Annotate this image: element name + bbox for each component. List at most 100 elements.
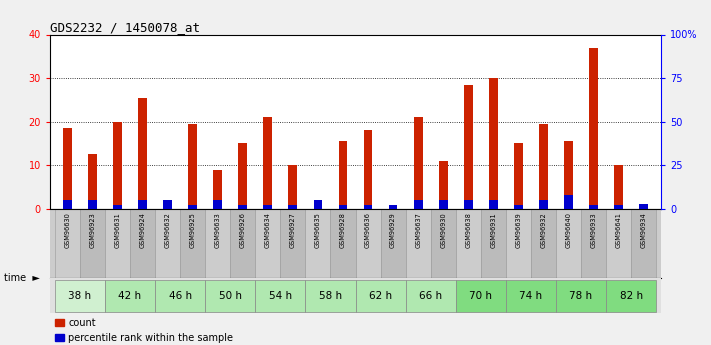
Bar: [113, 205, 122, 209]
Bar: [289, 165, 297, 209]
Bar: [439, 161, 448, 209]
Bar: [539, 200, 548, 209]
Bar: [163, 207, 172, 209]
Bar: [380, 209, 405, 278]
Bar: [306, 209, 331, 278]
Bar: [389, 207, 397, 209]
Text: GSM96926: GSM96926: [240, 212, 246, 248]
Bar: [163, 200, 172, 209]
Bar: [331, 209, 356, 278]
Bar: [356, 280, 405, 312]
Bar: [564, 195, 573, 209]
Text: GSM96923: GSM96923: [90, 212, 95, 248]
Text: GDS2232 / 1450078_at: GDS2232 / 1450078_at: [50, 21, 200, 34]
Bar: [431, 209, 456, 278]
Text: GSM96633: GSM96633: [215, 212, 220, 248]
Bar: [155, 209, 180, 278]
Bar: [263, 117, 272, 209]
Bar: [188, 124, 197, 209]
Bar: [481, 209, 506, 278]
Bar: [556, 280, 606, 312]
Bar: [88, 200, 97, 209]
Text: GSM96636: GSM96636: [365, 212, 371, 248]
Bar: [180, 209, 205, 278]
Bar: [356, 209, 380, 278]
Bar: [456, 280, 506, 312]
Bar: [280, 209, 306, 278]
Bar: [238, 205, 247, 209]
Bar: [589, 205, 598, 209]
Text: GSM96931: GSM96931: [491, 212, 496, 248]
Bar: [564, 141, 573, 209]
Text: GSM96640: GSM96640: [565, 212, 572, 248]
Bar: [230, 209, 255, 278]
Bar: [255, 209, 280, 278]
Bar: [113, 122, 122, 209]
Bar: [414, 117, 422, 209]
Text: GSM96641: GSM96641: [616, 212, 621, 248]
Bar: [289, 205, 297, 209]
Bar: [639, 207, 648, 209]
Bar: [606, 280, 656, 312]
Bar: [631, 209, 656, 278]
Text: 54 h: 54 h: [269, 291, 292, 301]
Text: GSM96930: GSM96930: [440, 212, 447, 248]
Text: GSM96932: GSM96932: [540, 212, 547, 248]
Bar: [105, 209, 130, 278]
Bar: [213, 200, 222, 209]
Text: 70 h: 70 h: [469, 291, 492, 301]
Bar: [55, 280, 105, 312]
Bar: [363, 205, 373, 209]
Bar: [614, 165, 623, 209]
Bar: [531, 209, 556, 278]
Bar: [63, 200, 72, 209]
Text: 38 h: 38 h: [68, 291, 92, 301]
Bar: [314, 200, 322, 209]
Text: GSM96929: GSM96929: [390, 212, 396, 248]
Bar: [514, 144, 523, 209]
Text: GSM96933: GSM96933: [591, 212, 597, 248]
Text: 82 h: 82 h: [619, 291, 643, 301]
Bar: [263, 205, 272, 209]
Legend: count, percentile rank within the sample: count, percentile rank within the sample: [55, 318, 233, 343]
Bar: [338, 141, 348, 209]
Text: GSM96632: GSM96632: [164, 212, 171, 248]
Bar: [205, 280, 255, 312]
Text: GSM96934: GSM96934: [641, 212, 647, 248]
Bar: [639, 204, 648, 209]
Text: 62 h: 62 h: [369, 291, 392, 301]
Bar: [55, 209, 80, 278]
Text: GSM96634: GSM96634: [264, 212, 271, 248]
Text: GSM96928: GSM96928: [340, 212, 346, 248]
Bar: [213, 169, 222, 209]
Bar: [464, 200, 473, 209]
Text: 78 h: 78 h: [570, 291, 592, 301]
Bar: [306, 280, 356, 312]
Text: 46 h: 46 h: [169, 291, 192, 301]
Bar: [614, 205, 623, 209]
Bar: [589, 48, 598, 209]
Bar: [606, 209, 631, 278]
Text: GSM96927: GSM96927: [290, 212, 296, 248]
Bar: [456, 209, 481, 278]
Text: GSM96630: GSM96630: [64, 212, 70, 248]
Bar: [506, 209, 531, 278]
Bar: [255, 280, 306, 312]
Bar: [63, 128, 72, 209]
Text: GSM96638: GSM96638: [465, 212, 471, 248]
Bar: [506, 280, 556, 312]
Text: GSM96631: GSM96631: [114, 212, 120, 248]
Text: time  ►: time ►: [4, 273, 39, 283]
Bar: [489, 78, 498, 209]
Text: GSM96637: GSM96637: [415, 212, 421, 248]
Bar: [389, 205, 397, 209]
Bar: [155, 280, 205, 312]
Bar: [405, 209, 431, 278]
Text: GSM96635: GSM96635: [315, 212, 321, 248]
Bar: [581, 209, 606, 278]
Text: 58 h: 58 h: [319, 291, 342, 301]
Bar: [188, 205, 197, 209]
Bar: [138, 98, 147, 209]
Bar: [105, 280, 155, 312]
Bar: [80, 209, 105, 278]
